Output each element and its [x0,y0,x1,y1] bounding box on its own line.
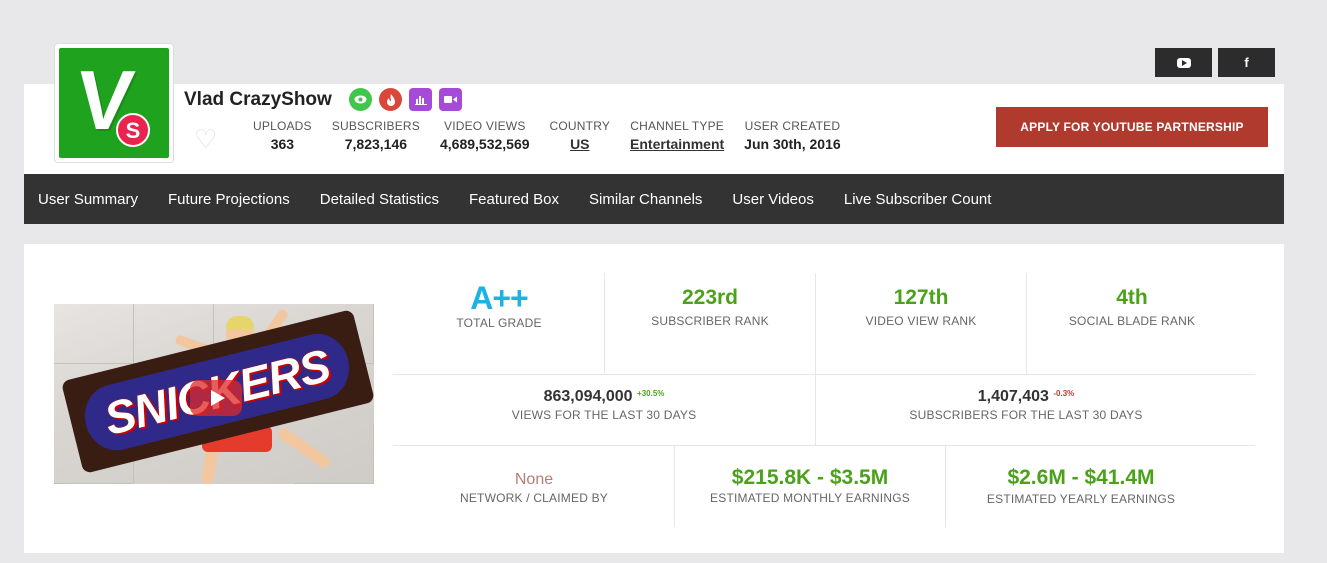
subs-30-days-cell: 1,407,403 -0.3% SUBSCRIBERS FOR THE LAST… [816,388,1236,422]
nav-similar-channels[interactable]: Similar Channels [589,190,703,208]
stat-value: 7,823,146 [344,136,408,152]
divider [815,273,816,374]
subscriber-rank-cell: 223rd SUBSCRIBER RANK [605,286,815,328]
kid-hair [226,316,254,330]
channel-badges [349,88,462,111]
social-blade-rank-label: SOCIAL BLADE RANK [1068,314,1196,328]
divider [815,375,816,445]
nav-user-summary[interactable]: User Summary [38,190,139,208]
eye-icon[interactable] [349,88,372,111]
network-label: NETWORK / CLAIMED BY [459,491,609,505]
featured-video-thumbnail[interactable]: SNICKERS [54,304,374,484]
main-nav: User Summary Future Projections Detailed… [24,174,1284,224]
divider [393,374,1255,375]
subs-30-days-value: 1,407,403 [977,388,1049,405]
divider [945,446,946,527]
youtube-button[interactable] [1155,48,1212,77]
views-30-days-cell: 863,094,000 +30.5% VIEWS FOR THE LAST 30… [394,388,814,422]
facebook-icon: f [1244,55,1249,70]
total-grade-value: A++ [470,280,528,316]
yearly-earnings-cell: $2.6M - $41.4M ESTIMATED YEARLY EARNINGS [946,466,1216,506]
stat-video-views: VIDEO VIEWS 4,689,532,569 [440,119,530,152]
facebook-button[interactable]: f [1218,48,1275,77]
channel-name: Vlad CrazyShow [184,89,332,110]
stat-value: 4,689,532,569 [440,136,530,152]
stat-subscribers: SUBSCRIBERS 7,823,146 [332,119,420,152]
play-icon[interactable] [190,380,242,416]
favorite-heart-icon[interactable]: ♡ [194,124,218,154]
network-cell: None NETWORK / CLAIMED BY [394,471,674,505]
yearly-earnings-label: ESTIMATED YEARLY EARNINGS [986,492,1176,506]
monthly-earnings-value: $215.8K - $3.5M [731,466,889,489]
stat-label: VIDEO VIEWS [443,119,526,133]
subscriber-rank-value: 223rd [681,286,739,309]
yearly-earnings-value: $2.6M - $41.4M [1007,466,1155,489]
nav-user-videos[interactable]: User Videos [732,190,814,208]
nav-live-subscriber-count[interactable]: Live Subscriber Count [843,190,992,208]
social-buttons: f [1155,48,1275,77]
channel-stats: UPLOADS 363 SUBSCRIBERS 7,823,146 VIDEO … [253,119,861,152]
stat-label: CHANNEL TYPE [630,119,724,133]
country-link[interactable]: US [570,136,590,152]
divider [1026,273,1027,374]
nav-future-projections[interactable]: Future Projections [168,190,290,208]
stat-value: Jun 30th, 2016 [744,136,841,152]
video-view-rank-value: 127th [893,286,949,309]
stat-channel-type: CHANNEL TYPE Entertainment [630,119,724,152]
stat-label: USER CREATED [744,119,841,133]
flame-icon[interactable] [379,88,402,111]
divider [604,273,605,374]
views-30-days-label: VIEWS FOR THE LAST 30 DAYS [511,408,697,422]
subs-30-days-change: -0.3% [1053,389,1075,398]
stat-country: COUNTRY US [550,119,611,152]
subs-30-days-label: SUBSCRIBERS FOR THE LAST 30 DAYS [909,408,1143,422]
stat-user-created: USER CREATED Jun 30th, 2016 [744,119,841,152]
total-grade-label: TOTAL GRADE [456,316,542,330]
subscriber-rank-label: SUBSCRIBER RANK [651,314,769,328]
monthly-earnings-cell: $215.8K - $3.5M ESTIMATED MONTHLY EARNIN… [675,466,945,505]
social-blade-rank-value: 4th [1116,286,1148,309]
avatar-image: V S [59,48,169,158]
monthly-earnings-label: ESTIMATED MONTHLY EARNINGS [710,491,910,505]
stat-label: UPLOADS [253,119,312,133]
video-view-rank-cell: 127th VIDEO VIEW RANK [816,286,1026,328]
stat-value: 363 [270,136,295,152]
channel-type-link[interactable]: Entertainment [630,136,725,152]
floor-tile [54,304,134,364]
views-30-days-value: 863,094,000 [543,388,633,405]
views-30-days-change: +30.5% [637,389,665,398]
network-value: None [514,471,554,488]
social-blade-rank-cell: 4th SOCIAL BLADE RANK [1027,286,1237,328]
nav-detailed-statistics[interactable]: Detailed Statistics [319,190,439,208]
floor-tile [294,424,374,484]
channel-avatar[interactable]: V S [54,43,174,163]
video-camera-icon[interactable] [439,88,462,111]
stat-label: SUBSCRIBERS [331,119,420,133]
stat-uploads: UPLOADS 363 [253,119,312,152]
nav-featured-box[interactable]: Featured Box [468,190,560,208]
stat-label: COUNTRY [549,119,611,133]
chart-icon[interactable] [409,88,432,111]
apply-partnership-button[interactable]: APPLY FOR YOUTUBE PARTNERSHIP [996,107,1268,147]
divider [674,446,675,527]
youtube-icon [1176,57,1191,68]
total-grade-cell: A++ TOTAL GRADE [394,282,604,330]
divider [393,445,1255,446]
video-view-rank-label: VIDEO VIEW RANK [865,314,977,328]
avatar-badge: S [116,113,150,147]
